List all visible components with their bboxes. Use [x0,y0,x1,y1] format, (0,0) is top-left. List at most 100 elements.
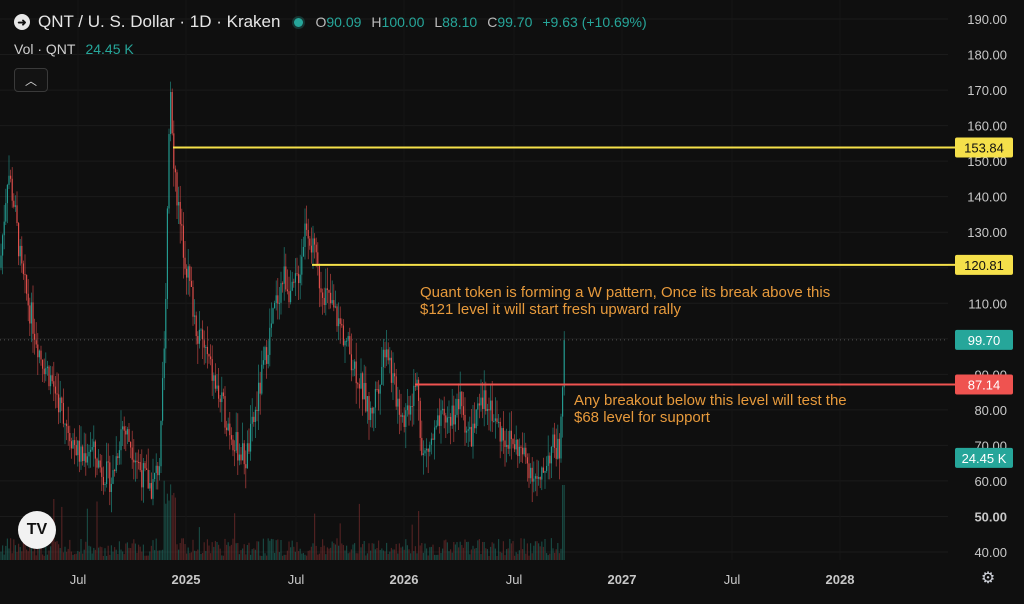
volume-bar [435,554,437,560]
volume-bar [429,547,431,560]
candle-body [418,379,420,401]
volume-bar [379,550,381,560]
candle-body [154,472,156,479]
volume-bar [360,547,362,560]
candle-body [443,408,445,416]
volume-bar [189,553,191,560]
candle-body [29,305,31,324]
volume-bar [94,549,96,560]
price-axis[interactable]: 190.00 180.00 170.00 160.00 150.00 140.00 130.… [967,12,1007,560]
candle-body [66,423,68,427]
collapse-legend-button[interactable]: ︿ [14,68,48,92]
price-tick-label: 50.00 [974,509,1007,524]
candle-body [118,450,120,459]
volume-bar [155,538,157,560]
volume-bar [302,552,304,560]
candle-body [214,375,216,389]
candle-body [182,225,184,258]
candle-body [507,444,509,449]
candle-body [562,387,564,417]
candle-body [291,281,293,291]
candle-body [10,175,12,179]
candle-body [389,357,391,361]
volume-bar [266,555,268,560]
volume-bar [376,548,378,560]
horizontal-levels[interactable] [0,146,955,386]
candle-body [109,462,111,492]
candle-body [350,354,352,371]
candle-body [301,256,303,275]
volume-bar [8,548,10,560]
volume-bar [558,553,560,560]
tradingview-logo[interactable]: TV [18,511,56,549]
candle-body [206,346,208,355]
volume-bar [528,555,530,560]
volume-bar [510,543,512,560]
candle-body [386,349,388,358]
candle-body [165,298,167,349]
candle-body [256,409,258,412]
volume-bar [301,553,303,560]
candle-body [234,450,236,452]
volume-bar [494,548,496,560]
volume-bar [504,555,506,560]
volume-bar [310,546,312,560]
volume-bars [0,480,565,560]
volume-bar [536,541,538,560]
candle-body [74,440,76,446]
candle-body [309,238,311,246]
candle-body [485,390,487,412]
volume-bar [542,546,544,560]
candle-body [539,476,541,480]
candle-body [488,409,490,411]
volume-bar [203,542,205,560]
candle-body [397,398,399,407]
volume-bar [13,539,15,560]
time-axis[interactable]: Jul 2025 Jul 2026 Jul 2027 Jul 2028 [70,572,855,587]
volume-bar [112,551,114,560]
volume-bar [496,555,498,560]
time-tick-label: Jul [70,572,87,587]
candle-body [99,460,101,468]
symbol-title[interactable]: QNT / U. S. Dollar · 1D · Kraken [38,12,281,31]
volume-bar [506,549,508,560]
candle-body [490,400,492,411]
candle-body [16,205,18,224]
volume-bar [96,501,98,560]
volume-bar [109,554,111,560]
candle-body [546,465,548,471]
candle-body [104,484,106,486]
arrow-right-circle-icon[interactable]: ➜ [14,14,30,30]
candle-body [230,435,232,440]
candle-body [398,398,400,415]
candle-body [365,383,367,412]
candle-body [408,405,410,415]
candle-body [312,238,314,253]
volume-bar [134,543,136,560]
candle-body [251,416,253,424]
volume-bar [458,547,460,560]
annotation-support: Any breakout below this level will test … [574,392,847,426]
volume-bar [80,538,82,560]
candle-body [534,476,536,479]
gear-icon[interactable]: ⚙ [980,570,996,587]
candle-body [253,416,255,422]
volume-bar [466,541,468,560]
candle-body [262,360,264,365]
candle-body [523,447,525,455]
candle-body [27,293,29,306]
candle-body [470,426,472,447]
volume-bar [323,545,325,560]
volume-bar [365,555,367,560]
candle-body [286,289,288,292]
volume-bar [101,547,103,560]
volume-bar [61,506,63,560]
candle-body [528,463,530,479]
volume-bar [405,539,407,560]
level-badge [955,374,1013,395]
candle-body [128,429,130,442]
candle-body [218,385,220,399]
chart-legend-header: ➜ QNT / U. S. Dollar · 1D · Kraken O90.0… [14,12,647,32]
volume-bar [10,538,12,560]
